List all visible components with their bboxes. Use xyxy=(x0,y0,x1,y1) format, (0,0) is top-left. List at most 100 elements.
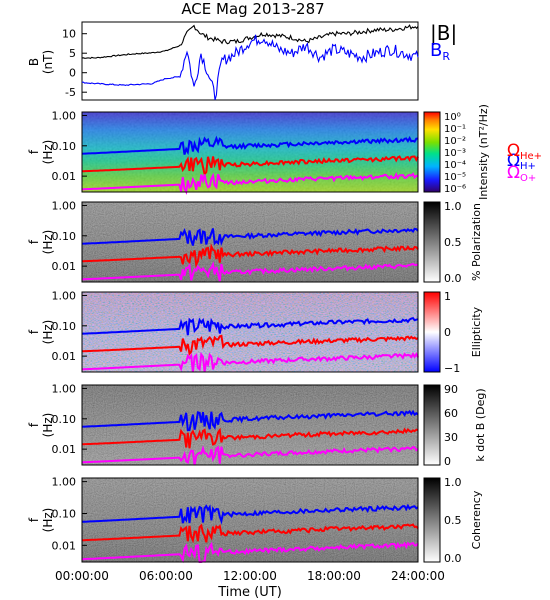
ellipticity-colorbar-label: Ellipticity xyxy=(470,306,483,357)
colorbar-tick-label: 90 xyxy=(444,383,458,396)
colorbar-tick-label: 1.0 xyxy=(444,200,462,213)
colorbar-tick-label: 60 xyxy=(444,407,458,420)
gyrofrequency-line-H_plus xyxy=(81,227,419,247)
colorbar-tick-label: 0 xyxy=(444,455,451,468)
f-axis-unit: (Hz) xyxy=(41,508,55,533)
b-y-tick-label: 0 xyxy=(69,67,76,80)
legend-omega-h-symbol: Ω xyxy=(507,151,520,171)
f-axis-unit: (Hz) xyxy=(41,320,55,345)
series-line-btotal xyxy=(81,24,419,60)
b-axis-label: B xyxy=(27,58,41,66)
legend-omega-o: ΩO+ xyxy=(507,163,536,184)
chart-title: ACE Mag 2013-287 xyxy=(181,0,324,18)
f-axis-label: f xyxy=(27,517,41,522)
b-axis-unit: (nT) xyxy=(41,50,55,74)
f-tick-label: 1.00 xyxy=(52,109,77,122)
intensity-panel xyxy=(81,111,419,195)
colorbar-tick-label: 1 xyxy=(444,290,451,303)
gyrofrequency-line-He_plus xyxy=(82,523,419,544)
f-tick-label: 0.10 xyxy=(52,413,77,426)
gyrofrequency-line-H_plus xyxy=(81,503,419,525)
b-y-tick-label: -5 xyxy=(65,86,76,99)
f-tick-label: 1.00 xyxy=(52,476,77,489)
legend-br: BR xyxy=(430,40,450,63)
f-tick-label: 0.10 xyxy=(52,140,77,153)
colorbar-tick-label: 0.0 xyxy=(444,272,462,285)
coherency-colorbar: 1.0 0.5 0.0 Coherency xyxy=(423,476,483,565)
gyrofrequency-line-H_plus xyxy=(81,316,419,336)
f-axis-label: f xyxy=(27,149,41,154)
colorbar-tick-label: 1.0 xyxy=(444,476,462,489)
gyrofrequency-line-O_plus xyxy=(82,172,419,195)
colorbar-tick-label: 10⁰ xyxy=(444,112,461,123)
kdotb-colorbar: 90 60 30 0 k dot B (Deg) xyxy=(423,383,487,468)
kdotb-colorbar-label: k dot B (Deg) xyxy=(474,388,487,461)
gyrofrequency-line-O_plus xyxy=(82,261,419,282)
colorbar-tick-label: 0.0 xyxy=(444,552,462,565)
f-axis-unit: (Hz) xyxy=(41,413,55,438)
colorbar-tick-label: 10⁻³ xyxy=(444,148,466,159)
intensity-colorbar-label: Intensity (nT²/Hz) xyxy=(477,104,490,200)
colorbar-tick-label: 10⁻² xyxy=(444,136,466,147)
gyrofrequency-line-O_plus xyxy=(82,445,419,466)
coherency-panel xyxy=(81,477,419,564)
f-axis-label: f xyxy=(27,422,41,427)
x-axis-label: Time (UT) xyxy=(217,585,282,600)
ellipticity-panel xyxy=(81,291,419,373)
f-tick-label: 0.01 xyxy=(52,443,77,456)
kdotb-panel xyxy=(81,384,419,466)
f-tick-label: 1.00 xyxy=(52,382,77,395)
legend-omega-he-sub: He+ xyxy=(520,151,542,162)
x-tick-label: 00:00:00 xyxy=(55,569,109,583)
f-tick-label: 0.01 xyxy=(52,170,77,183)
colorbar-tick-label: 10⁻¹ xyxy=(444,124,466,135)
colorbar-tick-label: −1 xyxy=(444,362,460,375)
gyrofrequency-line-He_plus xyxy=(82,243,419,268)
f-axis-unit: (Hz) xyxy=(41,230,55,255)
f-tick-label: 0.10 xyxy=(52,320,77,333)
gyrofrequency-line-He_plus xyxy=(82,334,419,356)
polarization-colorbar: 1.0 0.5 0.0 % Polarization xyxy=(423,200,483,285)
gyrofrequency-line-H_plus xyxy=(81,409,419,432)
b-y-tick-label: 10 xyxy=(62,28,76,41)
legend-omega-o-symbol: Ω xyxy=(507,163,520,183)
f-axis-label: f xyxy=(27,329,41,334)
legend-omega-h-sub: H+ xyxy=(520,161,536,172)
f-tick-label: 0.10 xyxy=(52,507,77,520)
legend-total-b: |B| xyxy=(430,21,457,45)
b-y-tick-label: 5 xyxy=(69,47,76,60)
polarization-colorbar-label: % Polarization xyxy=(470,203,483,281)
colorbar-tick-label: 0 xyxy=(444,326,451,339)
x-tick-label: 24:00:00 xyxy=(391,569,445,583)
f-tick-label: 0.01 xyxy=(52,539,77,552)
f-tick-label: 1.00 xyxy=(52,199,77,212)
legend-omega-he-symbol: Ω xyxy=(507,141,520,161)
colorbar-tick-label: 0.5 xyxy=(444,514,462,527)
f-tick-label: 1.00 xyxy=(52,289,77,302)
legend-omega-h: ΩH+ xyxy=(507,151,536,172)
gyrofrequency-line-H_plus xyxy=(81,135,419,156)
gyrofrequency-line-O_plus xyxy=(82,541,419,564)
f-tick-label: 0.01 xyxy=(52,260,77,273)
legend-omega-he: ΩHe+ xyxy=(507,141,542,162)
colorbar-tick-label: 30 xyxy=(444,431,458,444)
x-tick-label: 12:00:00 xyxy=(223,569,277,583)
gyrofrequency-line-He_plus xyxy=(82,427,419,449)
x-tick-label: 18:00:00 xyxy=(307,569,361,583)
colorbar-tick-label: 10⁻⁶ xyxy=(444,184,466,195)
colorbar-tick-label: 10⁻⁴ xyxy=(444,160,466,171)
legend-br-main: B xyxy=(430,40,442,61)
x-tick-label: 06:00:00 xyxy=(139,569,193,583)
gyrofrequency-legend: ΩH+ ΩHe+ ΩO+ xyxy=(507,141,542,184)
colorbar-tick-label: 10⁻⁵ xyxy=(444,172,466,183)
ellipticity-colorbar: 1 0 −1 Ellipticity xyxy=(423,290,483,375)
f-axis-label: f xyxy=(27,239,41,244)
f-tick-label: 0.01 xyxy=(52,350,77,363)
gyrofrequency-line-He_plus xyxy=(82,155,419,177)
series-line-br xyxy=(82,34,419,101)
colorbar-tick-label: 0.5 xyxy=(444,236,462,249)
legend-br-sub: R xyxy=(442,50,450,63)
